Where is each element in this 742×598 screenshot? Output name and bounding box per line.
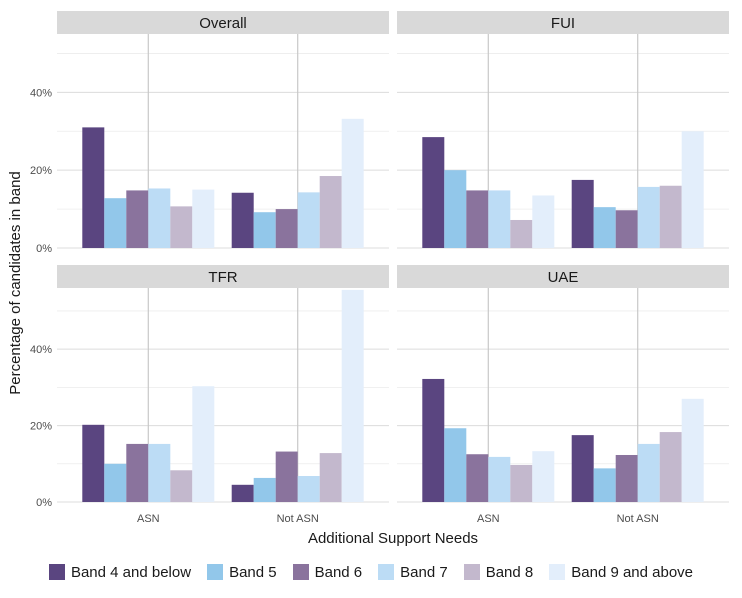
legend-label: Band 4 and below <box>70 563 192 581</box>
bar <box>192 386 215 502</box>
facet-title: TFR <box>208 269 237 286</box>
bar <box>148 443 171 502</box>
bar <box>615 454 638 502</box>
legend-swatch <box>378 564 395 580</box>
bar <box>510 219 533 248</box>
x-tick-label: ASN <box>137 513 160 525</box>
bar <box>148 188 171 248</box>
facet-strip <box>397 265 729 288</box>
bar <box>422 378 445 502</box>
faceted-bar-chart: Overall 0% 20% 40% FUI TFR 0% 20% 40% ASN Not ASN U… <box>7 11 729 547</box>
y-tick-label: 40% <box>30 87 52 99</box>
legend-swatch <box>207 564 224 580</box>
legend-item-band-5: Band 5 <box>207 564 277 581</box>
bar <box>488 456 511 502</box>
bar <box>82 127 105 248</box>
legend-label: Band 7 <box>400 563 448 581</box>
bar <box>126 190 149 248</box>
y-tick-label: 20% <box>30 421 52 433</box>
legend-swatch <box>292 564 309 580</box>
bar <box>466 190 489 248</box>
y-tick-label: 0% <box>36 243 52 255</box>
bar <box>170 470 193 502</box>
bar <box>466 454 489 502</box>
bar <box>681 131 704 248</box>
bar <box>297 192 320 248</box>
bar <box>104 463 127 502</box>
bar <box>532 451 555 502</box>
legend: Band 4 and below Band 5 Band 6 Band 7 Ba… <box>0 558 742 586</box>
legend-label: Band 9 and above <box>571 563 694 581</box>
bar <box>82 424 105 502</box>
y-tick-label: 0% <box>36 497 52 509</box>
bar <box>297 476 320 502</box>
bar <box>422 137 445 248</box>
bar <box>231 192 254 248</box>
x-tick-label: Not ASN <box>617 513 659 525</box>
bar <box>593 207 616 248</box>
bar <box>275 451 298 502</box>
bar <box>681 398 704 502</box>
x-tick-label: ASN <box>477 513 500 525</box>
legend-item-band-7: Band 7 <box>378 564 448 581</box>
bar <box>488 190 511 248</box>
bar <box>637 186 660 248</box>
y-tick-label: 20% <box>30 165 52 177</box>
facet-strip <box>57 265 389 288</box>
bar <box>615 210 638 248</box>
legend-swatch <box>48 564 65 580</box>
bar <box>126 443 149 502</box>
bar <box>659 185 682 248</box>
legend-item-band-8: Band 8 <box>463 563 534 581</box>
bar <box>571 179 594 248</box>
y-axis-title: Percentage of candidates in band <box>7 171 24 395</box>
bar <box>510 464 533 502</box>
bar <box>319 453 342 502</box>
facet-title: Overall <box>199 15 247 32</box>
bar <box>637 443 660 502</box>
y-tick-label: 40% <box>30 344 52 356</box>
bar <box>341 289 364 502</box>
legend-item-band-6: Band 6 <box>292 563 363 581</box>
legend-swatch <box>549 564 566 580</box>
bar <box>593 468 616 502</box>
facet-title: UAE <box>548 269 579 286</box>
x-axis-title: Additional Support Needs <box>308 530 478 547</box>
bar <box>104 198 127 248</box>
legend-item-band-9: Band 9 and above <box>549 564 693 581</box>
bar <box>659 432 682 502</box>
legend-swatch <box>463 564 480 580</box>
bar <box>319 176 342 248</box>
facet-strip <box>57 11 389 34</box>
facet-title: FUI <box>551 15 575 32</box>
x-tick-label: Not ASN <box>277 513 319 525</box>
bar <box>192 189 215 248</box>
bar <box>170 206 193 248</box>
bar <box>532 195 555 248</box>
bar <box>444 428 467 502</box>
bar <box>253 477 276 502</box>
legend-item-band-4: Band 4 and below <box>48 563 192 581</box>
bar <box>444 170 467 248</box>
facet-strip <box>397 11 729 34</box>
legend-label: Band 5 <box>229 563 277 581</box>
bar <box>275 209 298 248</box>
bar <box>231 484 254 502</box>
bar <box>571 435 594 502</box>
legend-label: Band 6 <box>314 563 363 581</box>
bar <box>341 118 364 249</box>
bar <box>253 212 276 248</box>
legend-label: Band 8 <box>485 563 534 581</box>
